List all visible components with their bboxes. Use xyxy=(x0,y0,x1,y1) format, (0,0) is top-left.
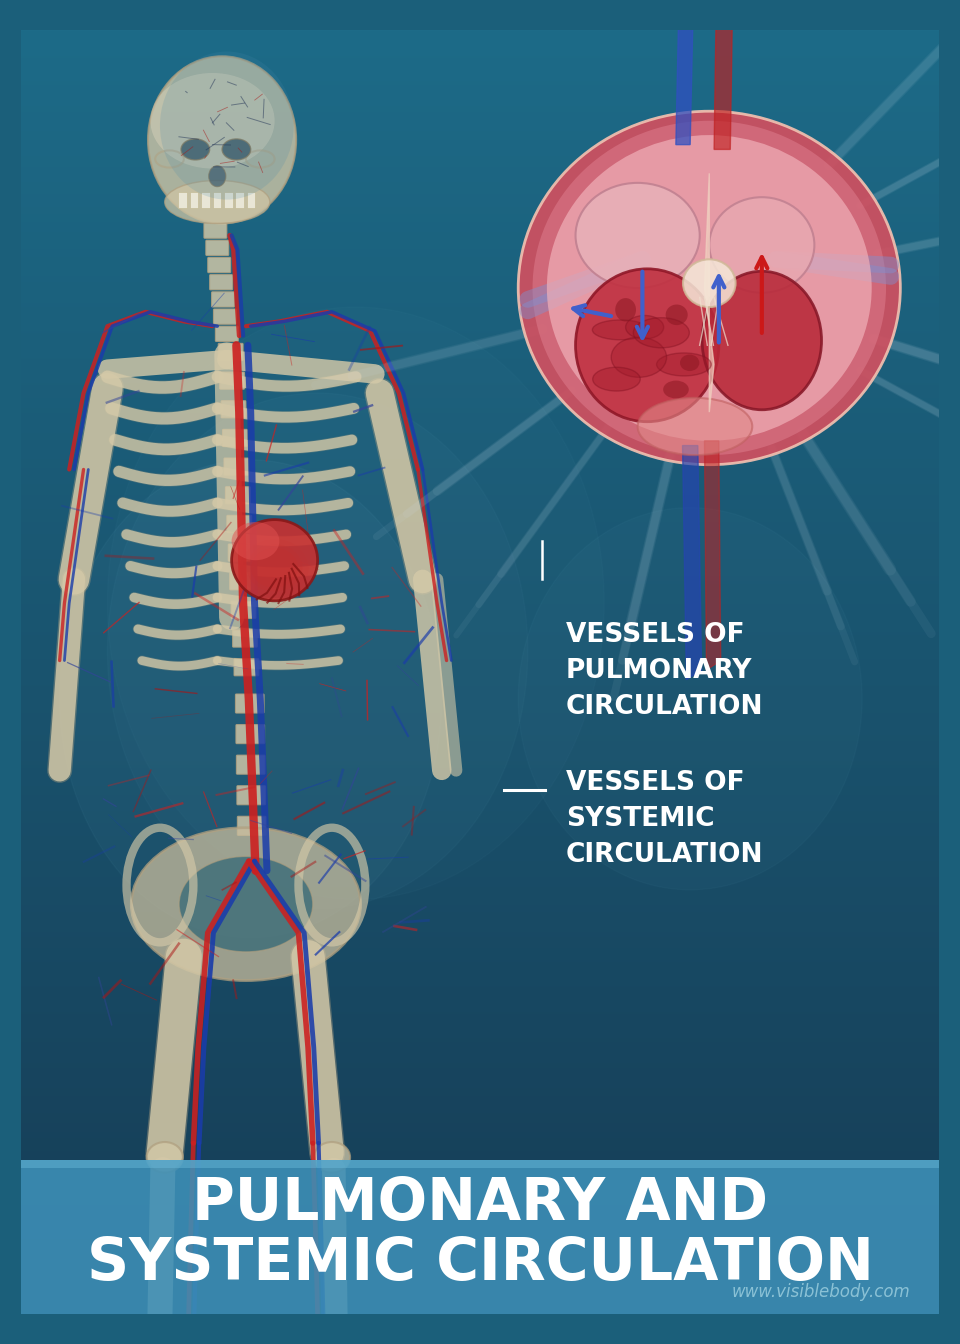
FancyBboxPatch shape xyxy=(207,258,230,273)
Bar xyxy=(179,192,186,208)
Bar xyxy=(189,192,198,208)
Ellipse shape xyxy=(240,539,309,597)
Ellipse shape xyxy=(165,180,270,223)
Ellipse shape xyxy=(208,165,226,187)
FancyBboxPatch shape xyxy=(213,309,236,324)
Polygon shape xyxy=(714,0,733,149)
FancyBboxPatch shape xyxy=(204,223,227,238)
Ellipse shape xyxy=(180,856,313,952)
FancyBboxPatch shape xyxy=(235,694,264,714)
Text: VESSELS OF
SYSTEMIC
CIRCULATION: VESSELS OF SYSTEMIC CIRCULATION xyxy=(566,770,763,868)
FancyBboxPatch shape xyxy=(227,515,252,532)
Polygon shape xyxy=(705,441,721,671)
FancyBboxPatch shape xyxy=(237,786,266,805)
Ellipse shape xyxy=(612,337,666,378)
Ellipse shape xyxy=(702,271,822,410)
Ellipse shape xyxy=(231,520,318,601)
Ellipse shape xyxy=(626,316,663,339)
Bar xyxy=(247,192,255,208)
Text: SYSTEMIC CIRCULATION: SYSTEMIC CIRCULATION xyxy=(86,1235,874,1292)
Ellipse shape xyxy=(132,828,361,981)
Polygon shape xyxy=(705,173,714,413)
Ellipse shape xyxy=(709,198,814,293)
Ellipse shape xyxy=(247,544,302,591)
Text: www.visiblebody.com: www.visiblebody.com xyxy=(732,1282,910,1301)
Ellipse shape xyxy=(181,138,209,160)
Ellipse shape xyxy=(665,305,687,325)
Ellipse shape xyxy=(148,56,296,223)
Ellipse shape xyxy=(637,398,753,456)
Ellipse shape xyxy=(533,121,886,456)
Ellipse shape xyxy=(576,269,719,422)
FancyBboxPatch shape xyxy=(236,724,265,743)
Ellipse shape xyxy=(592,320,649,340)
FancyBboxPatch shape xyxy=(220,372,245,390)
FancyBboxPatch shape xyxy=(224,458,249,476)
Ellipse shape xyxy=(663,380,688,398)
Ellipse shape xyxy=(518,112,900,465)
Ellipse shape xyxy=(683,259,735,306)
Bar xyxy=(201,192,209,208)
Ellipse shape xyxy=(160,51,294,200)
Bar xyxy=(21,1160,939,1314)
FancyBboxPatch shape xyxy=(234,659,259,676)
Ellipse shape xyxy=(634,317,689,348)
Polygon shape xyxy=(683,446,702,680)
Ellipse shape xyxy=(576,183,700,288)
Ellipse shape xyxy=(547,136,872,441)
FancyBboxPatch shape xyxy=(231,601,256,618)
Ellipse shape xyxy=(151,73,275,168)
Ellipse shape xyxy=(231,521,279,560)
Ellipse shape xyxy=(657,353,711,376)
Ellipse shape xyxy=(314,1142,350,1172)
Bar xyxy=(212,192,221,208)
Bar xyxy=(235,192,244,208)
Ellipse shape xyxy=(60,460,442,938)
FancyBboxPatch shape xyxy=(209,274,232,290)
Bar xyxy=(224,192,232,208)
Polygon shape xyxy=(676,0,695,145)
Ellipse shape xyxy=(251,548,299,587)
Ellipse shape xyxy=(615,298,636,321)
Ellipse shape xyxy=(222,138,251,160)
Text: PULMONARY AND: PULMONARY AND xyxy=(192,1175,768,1231)
FancyBboxPatch shape xyxy=(221,401,246,418)
FancyBboxPatch shape xyxy=(232,630,257,648)
FancyBboxPatch shape xyxy=(215,327,238,341)
FancyBboxPatch shape xyxy=(236,755,265,774)
Bar xyxy=(21,1160,939,1168)
FancyBboxPatch shape xyxy=(228,544,253,562)
Bar xyxy=(518,527,920,909)
FancyBboxPatch shape xyxy=(223,429,248,446)
FancyBboxPatch shape xyxy=(205,241,228,255)
FancyBboxPatch shape xyxy=(226,487,251,504)
Ellipse shape xyxy=(680,355,699,371)
FancyBboxPatch shape xyxy=(218,343,243,360)
FancyBboxPatch shape xyxy=(229,573,254,590)
Ellipse shape xyxy=(592,367,640,391)
FancyBboxPatch shape xyxy=(211,292,234,306)
Ellipse shape xyxy=(147,1142,183,1172)
Text: VESSELS OF
PULMONARY
CIRCULATION: VESSELS OF PULMONARY CIRCULATION xyxy=(566,622,763,720)
FancyBboxPatch shape xyxy=(237,816,266,836)
